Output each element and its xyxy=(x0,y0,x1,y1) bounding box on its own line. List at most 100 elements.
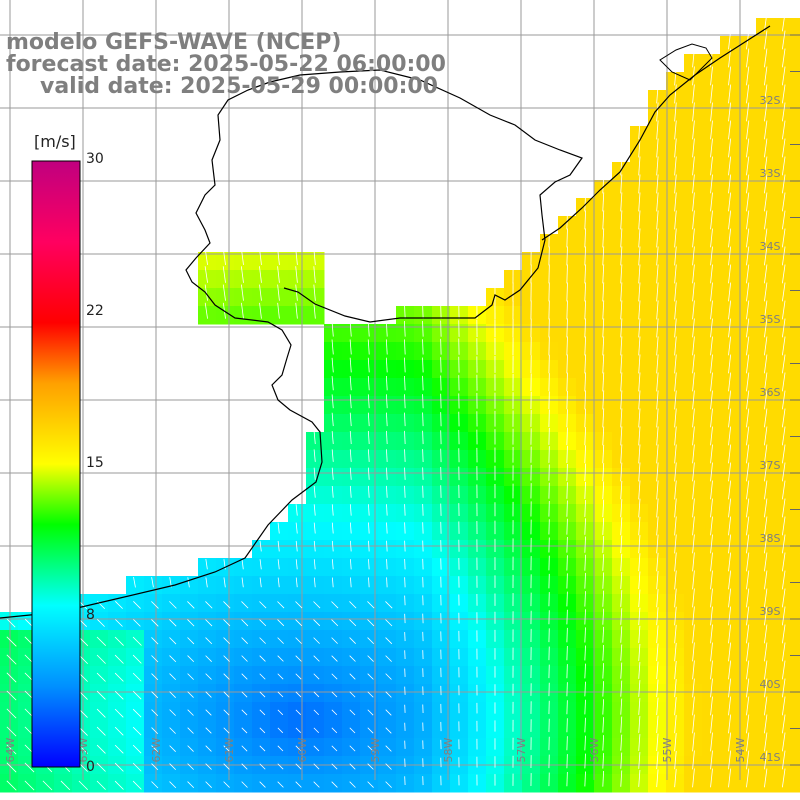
wind-arrow xyxy=(656,444,659,464)
latitude-label: 38S xyxy=(760,532,781,545)
wind-arrow xyxy=(764,12,768,32)
wind-arrow xyxy=(764,480,768,500)
wind-arrow xyxy=(620,156,623,176)
wind-arrow xyxy=(602,408,605,428)
wind-arrow xyxy=(132,636,142,646)
wind-arrow xyxy=(656,102,659,122)
wind-speed-cell xyxy=(792,522,800,541)
wind-arrow xyxy=(781,570,786,590)
wind-arrow xyxy=(746,642,750,662)
wind-arrow xyxy=(638,282,641,302)
valid-date: valid date: 2025-05-29 00:00:00 xyxy=(40,74,438,99)
wind-arrow xyxy=(746,606,750,626)
wind-arrow xyxy=(241,763,248,770)
wind-arrow xyxy=(764,318,768,338)
wind-arrow xyxy=(566,555,568,571)
wind-arrow xyxy=(674,733,677,752)
wind-arrow xyxy=(710,552,713,572)
wind-arrow xyxy=(368,559,370,570)
wind-arrow xyxy=(187,577,190,588)
wind-speed-cell xyxy=(792,432,800,451)
wind-arrow xyxy=(349,709,356,716)
wind-arrow xyxy=(620,300,623,320)
wind-arrow xyxy=(259,540,262,552)
wind-arrow xyxy=(656,264,659,284)
wind-arrow xyxy=(205,601,213,609)
wind-arrow xyxy=(259,559,262,570)
wind-arrow xyxy=(404,430,406,445)
wind-arrow xyxy=(169,673,177,681)
wind-arrow xyxy=(602,463,605,482)
wind-arrow xyxy=(114,744,124,754)
wind-arrow xyxy=(295,302,298,319)
wind-arrow xyxy=(386,412,388,427)
wind-arrow xyxy=(368,522,370,534)
wind-arrow xyxy=(151,673,159,681)
wind-arrow xyxy=(584,282,587,302)
wind-arrow xyxy=(331,727,338,734)
wind-arrow xyxy=(638,662,641,679)
wind-arrow xyxy=(205,577,208,588)
wind-arrow xyxy=(746,660,750,680)
wind-arrow xyxy=(620,408,623,428)
wind-arrow xyxy=(331,763,338,770)
wind-arrow xyxy=(638,535,641,554)
wind-arrow xyxy=(781,264,786,284)
wind-arrow xyxy=(313,619,321,627)
wind-arrow xyxy=(584,572,586,589)
wind-arrow xyxy=(764,768,768,788)
wind-arrow xyxy=(728,246,732,266)
wind-arrow xyxy=(566,445,568,463)
wind-arrow xyxy=(132,726,142,736)
wind-arrow xyxy=(277,745,284,752)
wind-arrow xyxy=(710,174,713,194)
wind-arrow xyxy=(728,102,732,122)
wind-arrow xyxy=(313,601,321,609)
wind-arrow xyxy=(728,480,732,500)
wind-arrow xyxy=(277,673,284,680)
wind-arrow xyxy=(692,264,695,284)
wind-arrow xyxy=(566,300,568,320)
wind-arrow xyxy=(96,690,106,700)
wind-arrow xyxy=(6,780,17,791)
wind-arrow xyxy=(205,781,212,788)
wind-arrow xyxy=(386,559,388,570)
wind-arrow xyxy=(692,588,695,608)
wind-arrow xyxy=(674,679,677,698)
wind-arrow xyxy=(746,156,750,176)
wind-arrow xyxy=(728,624,732,644)
wind-arrow xyxy=(781,318,786,338)
wind-arrow xyxy=(781,462,786,482)
wind-arrow xyxy=(781,426,786,446)
wind-arrow xyxy=(259,673,266,680)
wind-arrow xyxy=(674,228,677,248)
longitude-label: 58W xyxy=(442,737,455,762)
wind-arrow xyxy=(764,588,768,608)
wind-arrow xyxy=(96,744,106,754)
wind-arrow xyxy=(746,588,750,608)
wind-arrow xyxy=(728,444,732,464)
wind-arrow xyxy=(638,174,641,194)
wind-arrow xyxy=(349,449,352,462)
wind-speed-cell xyxy=(792,774,800,793)
wind-arrow xyxy=(764,264,768,284)
wind-arrow xyxy=(656,156,659,176)
wind-arrow xyxy=(602,644,605,661)
wind-arrow xyxy=(746,300,750,320)
wind-arrow xyxy=(692,444,695,464)
wind-arrow xyxy=(746,192,750,212)
wind-arrow xyxy=(277,284,280,301)
wind-arrow xyxy=(169,619,177,627)
wind-arrow xyxy=(781,696,786,716)
wind-speed-cell xyxy=(792,54,800,73)
wind-arrow xyxy=(674,570,677,590)
wind-arrow xyxy=(781,768,786,788)
colorbar-tick-label: 0 xyxy=(86,759,95,775)
wind-arrow xyxy=(584,300,587,320)
wind-arrow xyxy=(404,412,406,427)
wind-arrow xyxy=(566,318,568,338)
wind-arrow xyxy=(620,698,623,715)
wind-arrow xyxy=(692,174,695,194)
wind-arrow xyxy=(422,320,424,337)
